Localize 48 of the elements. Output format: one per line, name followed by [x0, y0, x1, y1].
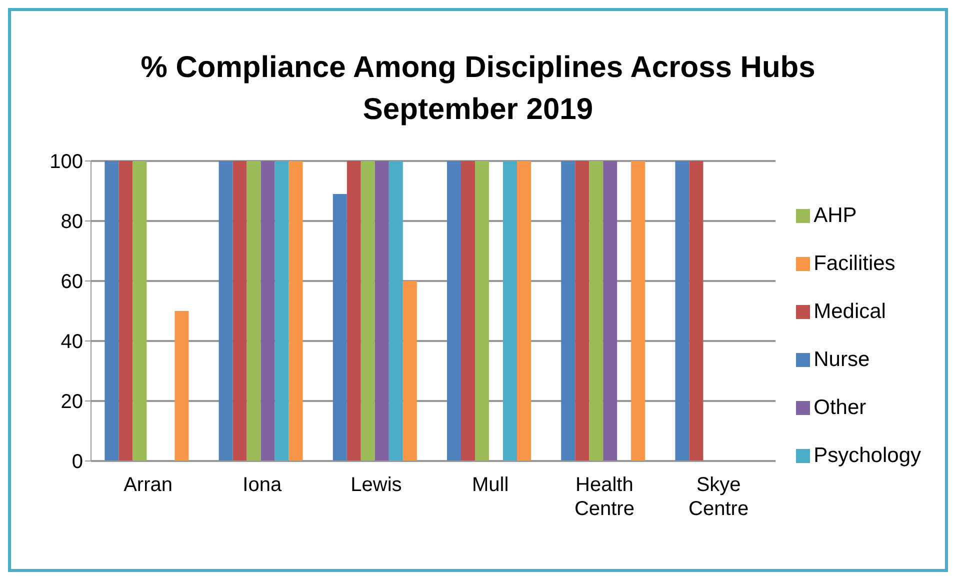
- bar: [402, 281, 417, 461]
- chart-subtitle: September 2019: [362, 92, 594, 128]
- bar: [132, 161, 147, 461]
- bar: [360, 161, 375, 461]
- bar: [474, 161, 489, 461]
- bar: [218, 161, 233, 461]
- bar: [589, 161, 604, 461]
- y-tick-label: 20: [60, 391, 83, 414]
- bar: [118, 161, 133, 461]
- bar: [332, 194, 347, 461]
- bar: [516, 161, 531, 461]
- chart-title: % Compliance Among Disciplines Across Hubs: [140, 50, 816, 86]
- bar: [246, 161, 261, 461]
- bar: [575, 161, 590, 461]
- bar: [260, 161, 275, 461]
- legend-label: Psychology: [814, 444, 921, 467]
- x-tick-label: Mull: [472, 474, 509, 496]
- legend-label: Medical: [814, 300, 886, 323]
- bar: [174, 311, 189, 461]
- y-tick-label: 0: [72, 451, 83, 474]
- bar: [446, 161, 461, 461]
- legend-label: Other: [814, 396, 866, 419]
- legend-label: AHP: [814, 204, 857, 227]
- x-tick-label: Iona: [242, 474, 282, 496]
- bar: [561, 161, 576, 461]
- bar: [388, 161, 403, 461]
- bar: [603, 161, 618, 461]
- y-tick-label: 80: [60, 211, 83, 234]
- bar: [675, 161, 690, 461]
- x-tick-label: Arran: [124, 474, 173, 496]
- legend-label: Facilities: [814, 252, 896, 275]
- bar: [346, 161, 361, 461]
- bar: [374, 161, 389, 461]
- bar: [460, 161, 475, 461]
- bar: [689, 161, 704, 461]
- legend-label: Nurse: [814, 348, 870, 371]
- bar: [232, 161, 247, 461]
- bar: [288, 161, 303, 461]
- x-tick-label: Health Centre: [574, 474, 634, 520]
- x-tick-label: Skye Centre: [688, 474, 749, 520]
- bar: [502, 161, 517, 461]
- bar: [274, 161, 289, 461]
- y-tick-label: 100: [50, 151, 83, 174]
- x-tick-label: Lewis: [350, 474, 402, 496]
- y-tick-label: 40: [60, 331, 83, 354]
- y-tick-label: 60: [60, 271, 83, 294]
- bar: [631, 161, 646, 461]
- bar: [104, 161, 119, 461]
